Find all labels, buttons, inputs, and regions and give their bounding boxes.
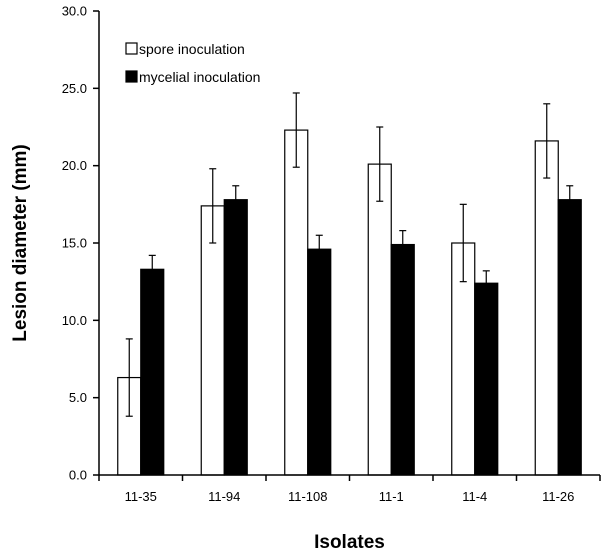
bar-mycelial [307, 248, 332, 476]
legend-label-spore: spore inoculation [139, 41, 245, 57]
x-tick-label: 11-4 [462, 489, 487, 504]
x-axis-title: Isolates [314, 532, 385, 553]
x-tick-label: 11-108 [288, 489, 328, 504]
bar-spore [284, 129, 309, 476]
bar-mycelial [223, 199, 248, 476]
y-tick-label: 15.0 [62, 236, 87, 251]
legend-swatch-spore [125, 42, 138, 55]
y-tick-label: 10.0 [62, 313, 87, 328]
bar-mycelial [140, 268, 165, 476]
y-axis-ticks: 0.0 5.0 10.0 15.0 20.0 25.0 30.0 [62, 4, 99, 483]
bar-spore [534, 140, 559, 476]
bar-spore [200, 205, 225, 476]
y-tick-label: 5.0 [69, 390, 87, 405]
bars [117, 129, 582, 476]
y-axis-title: Lesion diameter (mm) [10, 144, 31, 341]
x-tick-label: 11-1 [379, 489, 404, 504]
y-tick-label: 0.0 [69, 468, 87, 483]
legend-swatch-mycelial [125, 70, 138, 83]
y-tick-label: 30.0 [62, 4, 87, 19]
y-tick-label: 25.0 [62, 81, 87, 96]
bar-mycelial [557, 199, 582, 476]
y-tick-label: 20.0 [62, 158, 87, 173]
x-tick-label: 11-94 [208, 489, 240, 504]
bar-mycelial [390, 243, 415, 476]
bar-spore [367, 163, 392, 476]
bar-mycelial [474, 282, 499, 476]
legend-label-mycelial: mycelial inoculation [139, 69, 260, 85]
error-bars [125, 92, 574, 417]
x-tick-label: 11-26 [542, 489, 574, 504]
legend: spore inoculation mycelial inoculation [125, 41, 260, 85]
x-axis-ticks: 11-35 11-94 11-108 11-1 11-4 11-26 [98, 475, 601, 504]
x-tick-label: 11-35 [125, 489, 157, 504]
